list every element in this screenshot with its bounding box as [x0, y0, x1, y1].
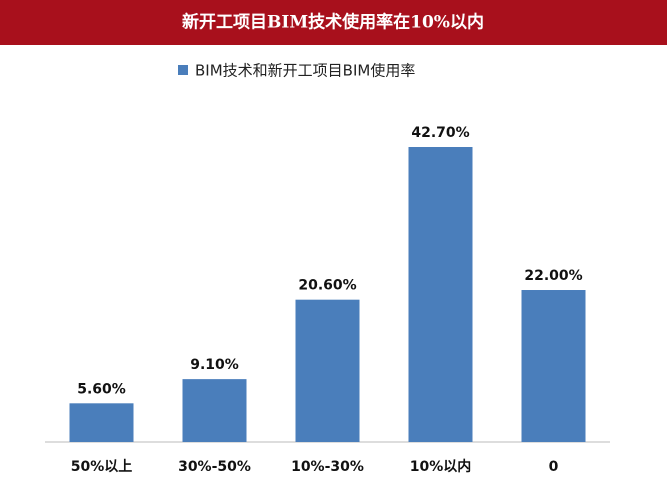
x-tick-label: 30%-50% — [178, 459, 251, 475]
value-label: 42.70% — [411, 125, 469, 141]
value-label: 9.10% — [190, 357, 239, 373]
bar — [521, 290, 586, 442]
bar — [295, 299, 360, 442]
bar — [69, 403, 134, 442]
value-label: 5.60% — [77, 381, 126, 397]
title-bar — [0, 0, 667, 45]
x-tick-label: 50%以上 — [71, 459, 133, 475]
chart-title: 新开工项目BIM技术使用率在10%以内 — [182, 12, 484, 33]
x-tick-label: 10%-30% — [291, 459, 364, 475]
x-tick-label: 10%以内 — [410, 458, 472, 475]
bar — [182, 379, 247, 442]
value-label: 22.00% — [524, 268, 582, 284]
legend-label: BIM技术和新开工项目BIM使用率 — [195, 62, 415, 80]
bar — [408, 147, 473, 442]
x-tick-label: 0 — [549, 459, 559, 475]
value-label: 20.60% — [298, 278, 356, 294]
legend-swatch — [178, 65, 188, 75]
